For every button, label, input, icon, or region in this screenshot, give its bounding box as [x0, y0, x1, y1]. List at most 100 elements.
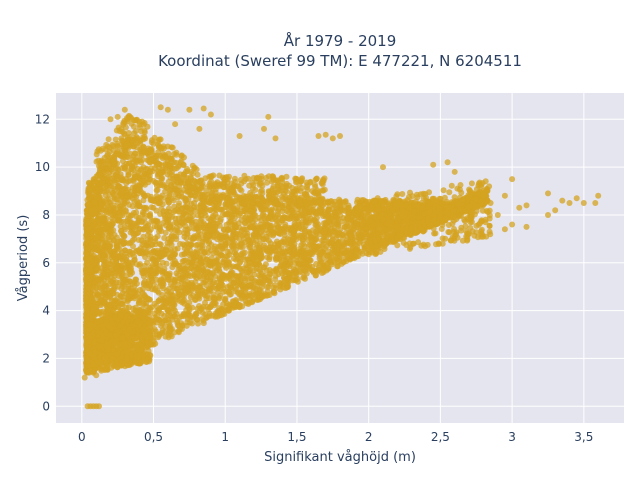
data-point	[212, 312, 219, 319]
data-point	[105, 196, 112, 203]
data-point	[156, 317, 163, 323]
data-point	[165, 178, 172, 185]
data-point	[298, 247, 305, 254]
data-point	[98, 179, 105, 186]
data-point	[120, 240, 127, 247]
data-point	[242, 219, 248, 226]
data-point	[148, 218, 155, 225]
data-point	[113, 258, 120, 265]
data-point	[140, 226, 147, 232]
data-point	[358, 197, 365, 204]
data-point	[126, 291, 133, 298]
data-point	[144, 232, 151, 239]
data-point	[246, 222, 253, 229]
data-point	[90, 306, 97, 313]
data-point	[187, 247, 193, 254]
data-point	[199, 242, 206, 249]
data-point	[249, 299, 256, 306]
data-point	[160, 285, 167, 292]
data-point	[181, 265, 188, 272]
data-point	[347, 241, 354, 248]
data-point	[332, 214, 339, 221]
data-point	[283, 241, 289, 248]
data-point	[316, 255, 323, 262]
data-point	[126, 201, 133, 208]
data-point	[116, 209, 123, 216]
data-point	[112, 250, 119, 257]
data-point	[111, 196, 118, 203]
data-point	[183, 188, 190, 195]
data-point	[118, 227, 125, 234]
data-point	[84, 260, 91, 267]
data-point	[289, 207, 296, 214]
data-point	[188, 260, 195, 267]
data-point	[157, 296, 164, 302]
data-point	[242, 275, 249, 282]
data-point	[261, 272, 268, 279]
data-point	[235, 279, 242, 286]
data-point	[148, 267, 155, 274]
data-point	[121, 233, 127, 239]
data-point	[312, 217, 318, 224]
data-point	[169, 232, 175, 239]
data-point	[193, 248, 200, 255]
data-point	[291, 220, 298, 227]
data-point	[173, 236, 180, 243]
data-point	[250, 256, 257, 263]
data-point	[187, 214, 194, 221]
data-point	[231, 301, 238, 308]
data-point	[93, 234, 100, 241]
data-point	[278, 245, 285, 252]
data-point	[299, 237, 306, 244]
data-point	[327, 258, 334, 265]
data-point	[154, 187, 161, 193]
data-point	[125, 186, 131, 193]
data-point	[180, 210, 187, 217]
data-point	[91, 199, 98, 206]
data-point	[206, 313, 212, 320]
data-point	[299, 257, 306, 264]
data-point	[185, 241, 192, 248]
data-point	[345, 209, 352, 216]
grid-lines	[56, 93, 624, 423]
data-point	[139, 268, 146, 274]
data-point	[339, 232, 346, 238]
data-point	[105, 220, 112, 227]
data-point	[126, 191, 133, 198]
data-point	[343, 237, 350, 244]
data-point	[127, 212, 134, 219]
data-point	[195, 233, 202, 240]
data-point	[313, 249, 320, 255]
data-point	[205, 249, 212, 256]
data-point	[277, 279, 283, 286]
data-point	[182, 195, 189, 202]
data-point	[125, 171, 132, 178]
data-point	[285, 203, 292, 210]
data-point	[176, 297, 182, 304]
data-point	[135, 299, 142, 306]
data-point	[175, 266, 182, 273]
data-point	[110, 190, 117, 196]
data-point	[162, 246, 169, 253]
data-point	[163, 208, 170, 215]
data-point	[140, 164, 147, 171]
data-point	[207, 216, 214, 223]
data-point	[353, 220, 360, 227]
data-point	[212, 243, 218, 250]
data-point	[113, 234, 120, 241]
data-point	[188, 192, 195, 199]
data-point	[157, 223, 163, 230]
data-point	[291, 244, 298, 251]
data-point	[302, 217, 309, 224]
data-point	[215, 282, 222, 289]
data-point	[205, 306, 212, 313]
data-point	[171, 257, 178, 264]
data-point	[121, 163, 127, 170]
data-point	[125, 285, 132, 292]
data-point	[266, 274, 273, 281]
data-point	[137, 287, 143, 293]
data-point	[289, 238, 296, 245]
data-point	[222, 275, 229, 282]
data-point	[220, 285, 227, 292]
